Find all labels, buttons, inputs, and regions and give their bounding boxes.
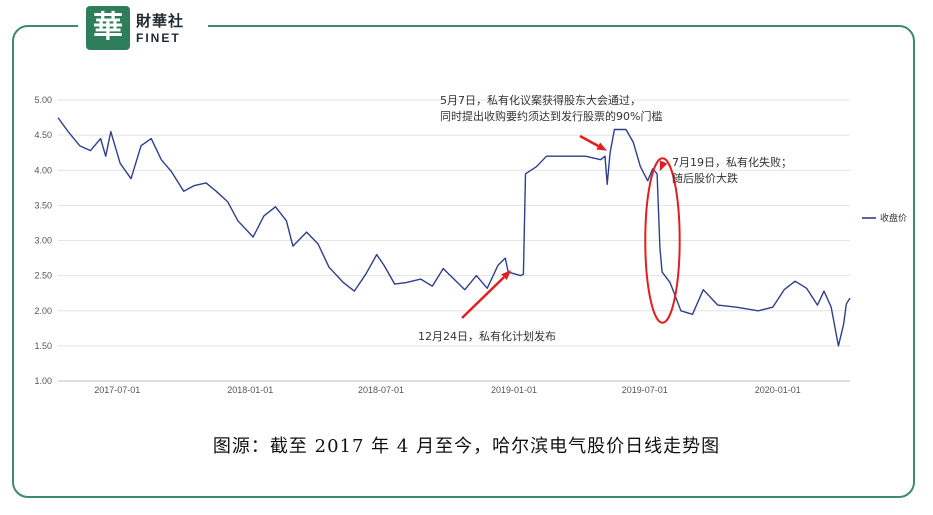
x-axis: 2017-07-01 2018-01-01 2018-07-01 2019-01-01… (94, 385, 801, 395)
x-tick-label: 2019-01-01 (491, 385, 537, 395)
brand-name-en: FINET (136, 31, 181, 45)
y-tick-label: 3.00 (34, 236, 52, 246)
brand-seal-icon: 華 (86, 6, 130, 50)
y-tick-label: 2.50 (34, 271, 52, 281)
arrow-may7-head (596, 142, 608, 151)
arrow-dec24-shaft (461, 276, 505, 319)
x-tick-label: 2020-01-01 (755, 385, 801, 395)
y-tick-label: 5.00 (34, 95, 52, 105)
x-tick-label: 2019-07-01 (622, 385, 668, 395)
y-tick-label: 2.00 (34, 306, 52, 316)
chart-grid (58, 99, 850, 382)
crash-highlight-ellipse (644, 157, 681, 324)
brand-name-cn: 財華社 (136, 12, 185, 30)
y-tick-label: 1.50 (34, 341, 52, 351)
annotation-may7-line: 5月7日，私有化议案获得股东大会通过， (440, 93, 641, 107)
y-tick-label: 3.50 (34, 200, 52, 210)
annotation-jul19-line: 随后股价大跌 (672, 171, 738, 185)
x-tick-label: 2018-01-01 (227, 385, 273, 395)
brand-logo: 華 財華社 FINET (78, 4, 208, 54)
annotations: 5月7日，私有化议案获得股东大会通过， 同时提出收购要约须达到发行股票的90%门槛… (418, 93, 792, 343)
legend: 收盘价 (862, 212, 907, 224)
y-tick-label: 4.00 (34, 165, 52, 175)
arrow-jul19-head (659, 160, 668, 172)
arrow-may7-shaft (579, 134, 599, 148)
card-frame (12, 25, 915, 498)
annotation-may7-line: 同时提出收购要约须达到发行股票的90%门槛 (440, 109, 662, 123)
x-tick-label: 2017-07-01 (94, 385, 140, 395)
series-area (57, 117, 851, 347)
x-tick-label: 2018-07-01 (358, 385, 404, 395)
y-tick-label: 1.00 (34, 376, 52, 386)
series-line-close-price (57, 117, 851, 347)
annotation-dec24-line: 12月24日，私有化计划发布 (418, 329, 556, 343)
annotation-jul19-line: 7月19日，私有化失败； (672, 155, 792, 169)
y-tick-label: 4.50 (34, 130, 52, 140)
figure-caption: 图源：截至 2017 年 4 月至今，哈尔滨电气股价日线走势图 (212, 436, 721, 457)
arrow-dec24-head (501, 270, 512, 280)
y-axis: 1.00 1.50 2.00 2.50 3.00 3.50 4.00 4.50 5.00 (34, 95, 52, 386)
legend-label: 收盘价 (880, 212, 907, 224)
